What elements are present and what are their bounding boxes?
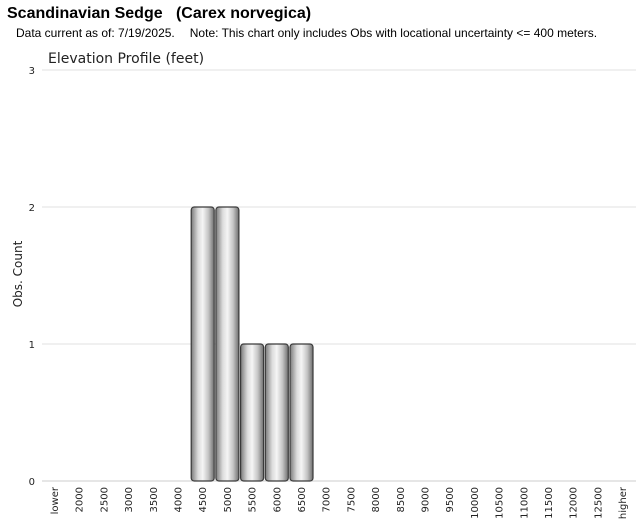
x-tick-label: 3500 (149, 487, 160, 512)
data-current-text: Data current as of: 7/19/2025. (16, 26, 175, 40)
bar (289, 343, 314, 482)
y-axis-label: Obs. Count (11, 240, 25, 307)
x-tick-label: 6000 (272, 487, 283, 512)
x-tick-label: 5500 (248, 487, 259, 512)
x-tick-label: 11500 (544, 487, 555, 519)
y-tick-label: 0 (29, 477, 35, 488)
note-text: Note: This chart only includes Obs with … (189, 26, 598, 40)
x-tick-label: 12000 (569, 487, 580, 519)
x-tick-label: 5000 (223, 487, 234, 512)
x-tick-label: 4500 (198, 487, 209, 512)
x-tick-label: 12500 (593, 487, 604, 519)
x-tick-label: 10500 (495, 487, 506, 519)
bar (215, 206, 240, 482)
bar (264, 343, 289, 482)
x-tick-label: 4000 (174, 487, 185, 512)
x-tick-label: 9000 (421, 487, 432, 512)
x-tick-label: 9500 (445, 487, 456, 512)
x-tick-label: 7000 (322, 487, 333, 512)
x-tick-label: 6500 (297, 487, 308, 512)
x-tick-label: 2000 (75, 487, 86, 512)
bar (240, 343, 265, 482)
x-tick-label: lower (50, 486, 61, 514)
y-tick-label: 1 (29, 340, 35, 351)
x-tick-label: higher (618, 486, 629, 519)
x-tick-label: 3000 (124, 487, 135, 512)
x-tick-label: 8000 (371, 487, 382, 512)
y-tick-label: 3 (29, 66, 35, 77)
x-tick-label: 2500 (99, 487, 110, 512)
x-tick-label: 7500 (346, 487, 357, 512)
x-tick-label: 8500 (396, 487, 407, 512)
subtitle-line: Data current as of: 7/19/2025. Note: This… (16, 26, 597, 40)
y-tick-label: 2 (29, 203, 35, 214)
chart-title: Elevation Profile (feet) (48, 51, 204, 67)
bar (190, 206, 215, 482)
page-title: Scandinavian Sedge (Carex norvegica) (7, 5, 312, 22)
x-tick-label: 10000 (470, 487, 481, 519)
x-tick-label: 11000 (519, 487, 530, 519)
